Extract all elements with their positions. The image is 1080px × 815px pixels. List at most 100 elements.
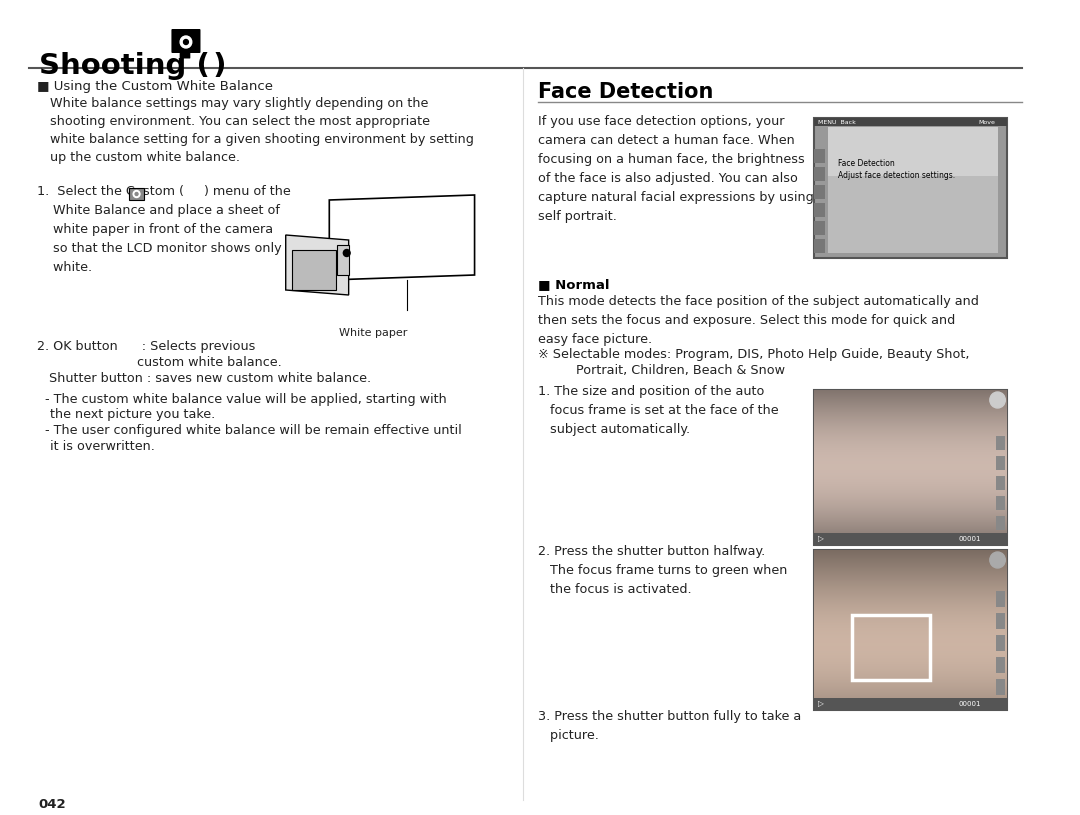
Bar bbox=[813, 580, 1008, 581]
Bar bbox=[813, 680, 1008, 681]
Bar bbox=[813, 508, 1008, 509]
Bar bbox=[813, 581, 1008, 582]
Bar bbox=[813, 675, 1008, 676]
Bar bbox=[813, 457, 1008, 458]
Bar bbox=[129, 188, 145, 200]
Bar bbox=[813, 563, 1008, 564]
Bar bbox=[813, 615, 1008, 616]
Bar bbox=[813, 537, 1008, 538]
Bar bbox=[293, 250, 336, 290]
Bar bbox=[813, 492, 1008, 493]
Bar bbox=[813, 586, 1008, 587]
Bar bbox=[996, 591, 1005, 607]
Bar bbox=[813, 588, 1008, 589]
Bar bbox=[813, 602, 1008, 603]
Bar bbox=[813, 456, 1008, 457]
Circle shape bbox=[180, 36, 192, 48]
Bar bbox=[813, 523, 1008, 524]
Bar bbox=[813, 413, 1008, 414]
Bar bbox=[813, 665, 1008, 666]
Bar bbox=[813, 611, 1008, 612]
Bar bbox=[813, 239, 825, 253]
Bar bbox=[813, 606, 1008, 607]
Bar bbox=[813, 701, 1008, 702]
Bar bbox=[813, 167, 825, 181]
Bar bbox=[813, 390, 1008, 545]
Bar bbox=[813, 482, 1008, 483]
Text: custom white balance.: custom white balance. bbox=[37, 356, 282, 369]
Bar bbox=[813, 464, 1008, 465]
Bar bbox=[813, 654, 1008, 655]
Bar bbox=[813, 451, 1008, 452]
Bar bbox=[813, 422, 1008, 423]
Text: it is overwritten.: it is overwritten. bbox=[51, 440, 156, 453]
Bar bbox=[813, 433, 1008, 434]
Bar bbox=[813, 203, 825, 217]
Bar bbox=[813, 657, 1008, 658]
Bar bbox=[813, 705, 1008, 706]
Polygon shape bbox=[286, 235, 349, 295]
Bar bbox=[813, 698, 1008, 710]
Bar bbox=[813, 560, 1008, 561]
Bar bbox=[813, 429, 1008, 430]
Bar bbox=[813, 428, 1008, 429]
Bar bbox=[813, 444, 1008, 445]
Bar bbox=[813, 561, 1008, 562]
Bar bbox=[813, 649, 1008, 650]
Bar bbox=[813, 467, 1008, 468]
Bar bbox=[813, 396, 1008, 397]
Bar bbox=[813, 540, 1008, 541]
Bar bbox=[813, 485, 1008, 486]
Bar bbox=[813, 703, 1008, 704]
Bar bbox=[813, 501, 1008, 502]
Bar bbox=[813, 490, 1008, 491]
Bar bbox=[813, 442, 1008, 443]
Bar bbox=[813, 427, 1008, 428]
Bar bbox=[813, 638, 1008, 639]
Bar bbox=[813, 645, 1008, 646]
Bar bbox=[813, 505, 1008, 506]
Bar bbox=[813, 449, 1008, 450]
Bar bbox=[813, 572, 1008, 573]
Bar bbox=[813, 414, 1008, 415]
Circle shape bbox=[990, 552, 1005, 568]
Bar bbox=[813, 662, 1008, 663]
Bar bbox=[813, 478, 1008, 479]
Bar bbox=[813, 487, 1008, 488]
Bar bbox=[813, 507, 1008, 508]
Bar bbox=[813, 667, 1008, 668]
Bar bbox=[813, 423, 1008, 424]
Bar bbox=[813, 542, 1008, 543]
Bar bbox=[813, 559, 1008, 560]
Bar bbox=[813, 452, 1008, 453]
Text: 1.  Select the Custom (     ) menu of the
    White Balance and place a sheet of: 1. Select the Custom ( ) menu of the Whi… bbox=[37, 185, 291, 274]
Bar bbox=[813, 570, 1008, 571]
Bar bbox=[813, 491, 1008, 492]
Circle shape bbox=[184, 39, 188, 45]
Bar bbox=[813, 524, 1008, 525]
Bar bbox=[813, 684, 1008, 685]
Bar bbox=[813, 568, 1008, 569]
Text: 1. The size and position of the auto
   focus frame is set at the face of the
  : 1. The size and position of the auto foc… bbox=[538, 385, 779, 436]
Bar bbox=[813, 687, 1008, 688]
Bar bbox=[813, 543, 1008, 544]
Bar bbox=[813, 694, 1008, 695]
Bar bbox=[813, 658, 1008, 659]
Bar bbox=[813, 700, 1008, 701]
Bar bbox=[813, 515, 1008, 516]
Bar bbox=[813, 673, 1008, 674]
Bar bbox=[813, 668, 1008, 669]
Text: 3. Press the shutter button fully to take a
   picture.: 3. Press the shutter button fully to tak… bbox=[538, 710, 800, 742]
Bar bbox=[813, 483, 1008, 484]
Bar bbox=[813, 646, 1008, 647]
Bar bbox=[996, 635, 1005, 651]
Bar bbox=[996, 613, 1005, 629]
Text: ▷: ▷ bbox=[819, 699, 824, 708]
Bar bbox=[813, 437, 1008, 438]
Bar bbox=[813, 480, 1008, 481]
Text: If you use face detection options, your
camera can detect a human face. When
foc: If you use face detection options, your … bbox=[538, 115, 813, 223]
Bar bbox=[813, 598, 1008, 599]
Bar bbox=[813, 612, 1008, 613]
Bar bbox=[813, 601, 1008, 602]
Bar bbox=[813, 648, 1008, 649]
